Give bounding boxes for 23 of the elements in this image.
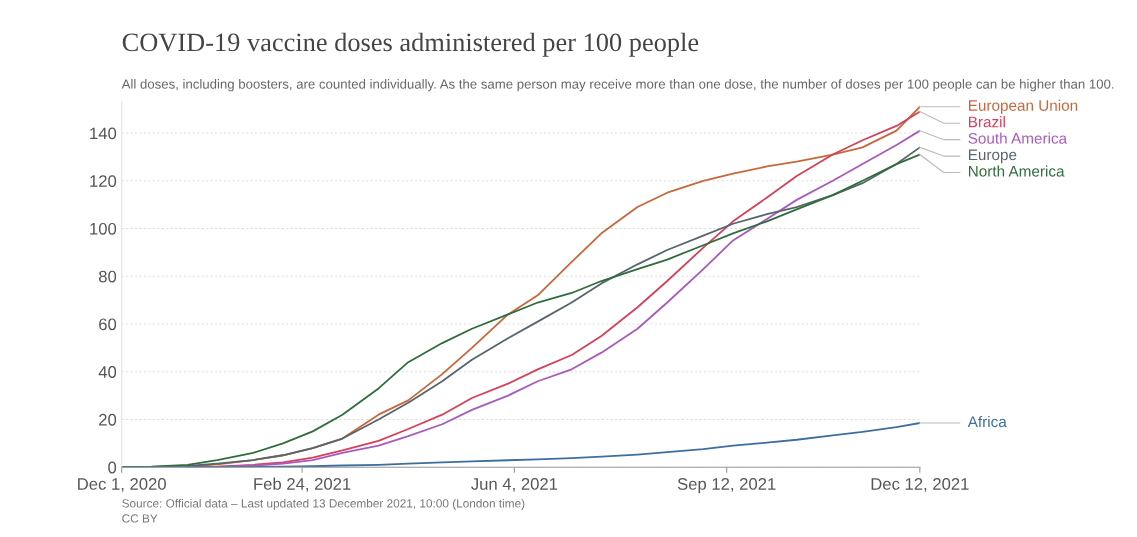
- y-tick-label: 40: [98, 366, 117, 378]
- x-tick-label: Jun 4, 2021: [471, 478, 558, 492]
- text: European Union: [968, 99, 1078, 114]
- y-tick-label: 100: [90, 222, 117, 235]
- y-tick-label: 0: [108, 461, 117, 474]
- text: CC BY: [122, 514, 158, 523]
- chart-title: COVID-19 vaccine doses administered per 100 people: [122, 32, 699, 57]
- y-tick-label: 120: [90, 175, 117, 187]
- x-tick-label: Sep 12, 2021: [677, 478, 776, 494]
- y-tick-label: 140: [90, 127, 117, 140]
- text: South America: [968, 132, 1068, 144]
- y-tick-label: 20: [99, 413, 117, 426]
- y-tick-label: 80: [98, 270, 117, 283]
- text: Europe: [968, 149, 1017, 164]
- text: Africa: [967, 415, 1007, 428]
- chart-subtitle: All doses, including boosters, are counted individually. As the same person may receive more than one dose, the number of doses per 100 people can be higher than 100.: [121, 79, 1114, 92]
- text: Brazil: [968, 116, 1005, 128]
- y-tick-label: 60: [99, 318, 117, 331]
- source-note: Source: Official data – Last updated 13 December 2021, 10:00 (London time): [122, 498, 525, 510]
- x-tick-label: Dec 12, 2021: [871, 478, 969, 492]
- x-tick-label: Dec 1, 2020: [78, 478, 166, 492]
- x-tick-label: Feb 24, 2021: [254, 477, 351, 492]
- text: North America: [968, 165, 1065, 177]
